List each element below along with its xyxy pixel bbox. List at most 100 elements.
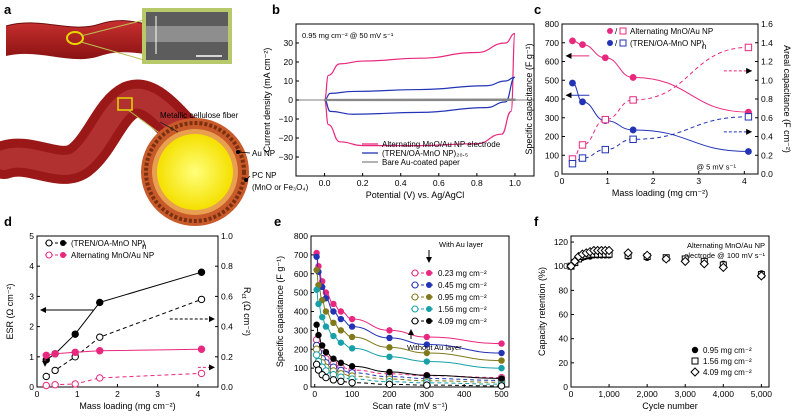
data-point-with-au — [348, 323, 356, 330]
data-point-f — [604, 245, 614, 256]
y2-tick-label-c: 1.6 — [761, 19, 773, 29]
y2-tick-label-c: 0.2 — [761, 150, 773, 160]
legend-label-f: 4.09 mg cm⁻² — [703, 368, 752, 377]
fiber-label-line — [159, 121, 179, 133]
data-point-d — [51, 381, 59, 389]
panel-label-a: a — [4, 2, 12, 17]
series-line-without-au — [316, 339, 502, 379]
data-point-with-au — [315, 331, 322, 339]
y-tick-label-c: 200 — [545, 132, 559, 142]
label-pc-np-composition: (MnO or Fe₃O₄) — [252, 183, 309, 192]
x-tick-label-f: 4,000 — [713, 389, 735, 399]
y-tick-label-e: 700 — [294, 250, 308, 260]
y-tick-label-f: 60 — [559, 310, 569, 320]
legend-marker-f — [691, 357, 699, 365]
x-tick-label-d: 4 — [196, 389, 201, 399]
panel-e: e 0 100 200 300 400 500 0 100 200 300 400 500 600 700 8… — [274, 214, 510, 411]
data-point-with-au — [330, 300, 337, 308]
data-point-c — [568, 159, 577, 168]
x-axis-label-f: Cycle number — [642, 401, 698, 411]
data-point-d — [42, 372, 50, 381]
y-tick-label-c: 100 — [545, 150, 559, 160]
panel-f: f 0 1,000 2,000 3,000 4,000 5,000 0 20 40 60 80 100 1… — [534, 214, 772, 411]
legend-marker-f — [691, 346, 699, 354]
x-tick-label-e: 300 — [420, 389, 434, 399]
y2-tick-label-c: 0.0 — [761, 169, 773, 179]
zoom-box-fiber — [117, 97, 133, 111]
legend-marker-e — [411, 305, 419, 313]
series-line-d — [46, 298, 202, 377]
data-point-d — [96, 333, 104, 341]
y-tick-label-c: 400 — [545, 94, 559, 104]
data-point-d — [96, 298, 104, 307]
data-point-with-au — [337, 315, 345, 323]
x-tick-label-f: 0 — [569, 389, 574, 399]
legend-subscript-c: n — [702, 42, 706, 51]
series-line-with-au — [316, 324, 502, 380]
x-tick-label-b: 0.6 — [433, 178, 445, 188]
x-axis-label-d: Mass loading (mg cm⁻²) — [79, 401, 175, 411]
legend-sep-c: / — [615, 27, 618, 36]
data-point-f — [699, 259, 709, 269]
data-point-with-au — [322, 348, 330, 356]
series-line-c — [572, 82, 749, 152]
series-line-with-au — [316, 289, 502, 369]
data-point-with-au — [319, 342, 326, 349]
data-point-with-au — [337, 327, 345, 334]
cv-loop-0 — [323, 32, 516, 147]
data-point-with-au — [386, 344, 393, 351]
data-point-with-au — [423, 341, 431, 348]
y2-axis-label-d: Rct (Ω cm⁻²) — [240, 287, 252, 336]
series-line-c — [572, 46, 749, 160]
data-point-with-au — [313, 321, 320, 328]
panel-label-d: d — [4, 214, 12, 229]
y-tick-label-c: 500 — [545, 75, 559, 85]
legend-marker-c — [619, 39, 627, 47]
au-pointer — [237, 151, 251, 154]
panel-label-e: e — [274, 214, 281, 229]
legend-label-b: (TREN/OA-MnO NP)₂₀.₅ — [382, 149, 468, 158]
panel-d: d 0 1 2 3 4 0 1 2 3 4 5 0.0 0.2 0.4 0.6 0.8 1.0 Mass loadi… — [4, 214, 252, 411]
sem-inset-layer — [146, 26, 228, 42]
series-line-d — [46, 348, 202, 356]
data-point-with-au — [319, 313, 326, 321]
data-point-c — [629, 135, 637, 144]
y-tick-label-d: 2 — [29, 322, 34, 332]
data-point-with-au — [423, 372, 431, 379]
legend-label-d: Alternating MnO/Au NP — [71, 251, 154, 260]
y-tick-label-e: 800 — [294, 231, 308, 241]
legend-marker-e — [411, 281, 419, 289]
label-pc-np: PC NP — [252, 171, 276, 180]
legend-marker-f — [690, 367, 700, 377]
y2-tick-label-d: 0.4 — [221, 322, 233, 332]
y2-tick-label-c: 1.4 — [761, 38, 773, 48]
panel-label-f: f — [534, 214, 539, 229]
x-tick-label-d: 0 — [35, 389, 40, 399]
y-tick-label-d: 5 — [29, 231, 34, 241]
series-line-without-au — [316, 348, 502, 383]
data-point-c — [578, 154, 587, 162]
data-point-with-au — [330, 355, 337, 362]
x-tick-label-f: 1,000 — [598, 389, 620, 399]
legend-label-b: Alternating MnO/Au NP electrode — [382, 140, 501, 149]
y-tick-label-e: 100 — [294, 363, 308, 373]
data-point-c — [601, 54, 609, 62]
data-point-with-au — [330, 332, 337, 340]
data-point-d — [96, 374, 104, 382]
legend-marker-d — [45, 239, 53, 247]
cv-loop-1 — [324, 76, 516, 115]
data-point-with-au — [313, 286, 320, 293]
data-point-d — [197, 369, 206, 378]
data-point-with-au — [386, 368, 393, 376]
x-tick-label-c: 2 — [651, 176, 656, 186]
series-line-d — [46, 372, 202, 386]
data-point-with-au — [337, 308, 345, 315]
annotation-without-au: Without Au layer — [407, 343, 462, 352]
data-point-with-au — [322, 308, 330, 315]
y-tick-label-e: 500 — [294, 288, 308, 298]
y-tick-label-f: 100 — [554, 261, 568, 271]
data-point-with-au — [423, 349, 431, 357]
y-axis-label-f: Capacity retention (%) — [537, 267, 547, 356]
y-tick-label-c: 300 — [545, 113, 559, 123]
data-point-without-au — [329, 376, 338, 384]
